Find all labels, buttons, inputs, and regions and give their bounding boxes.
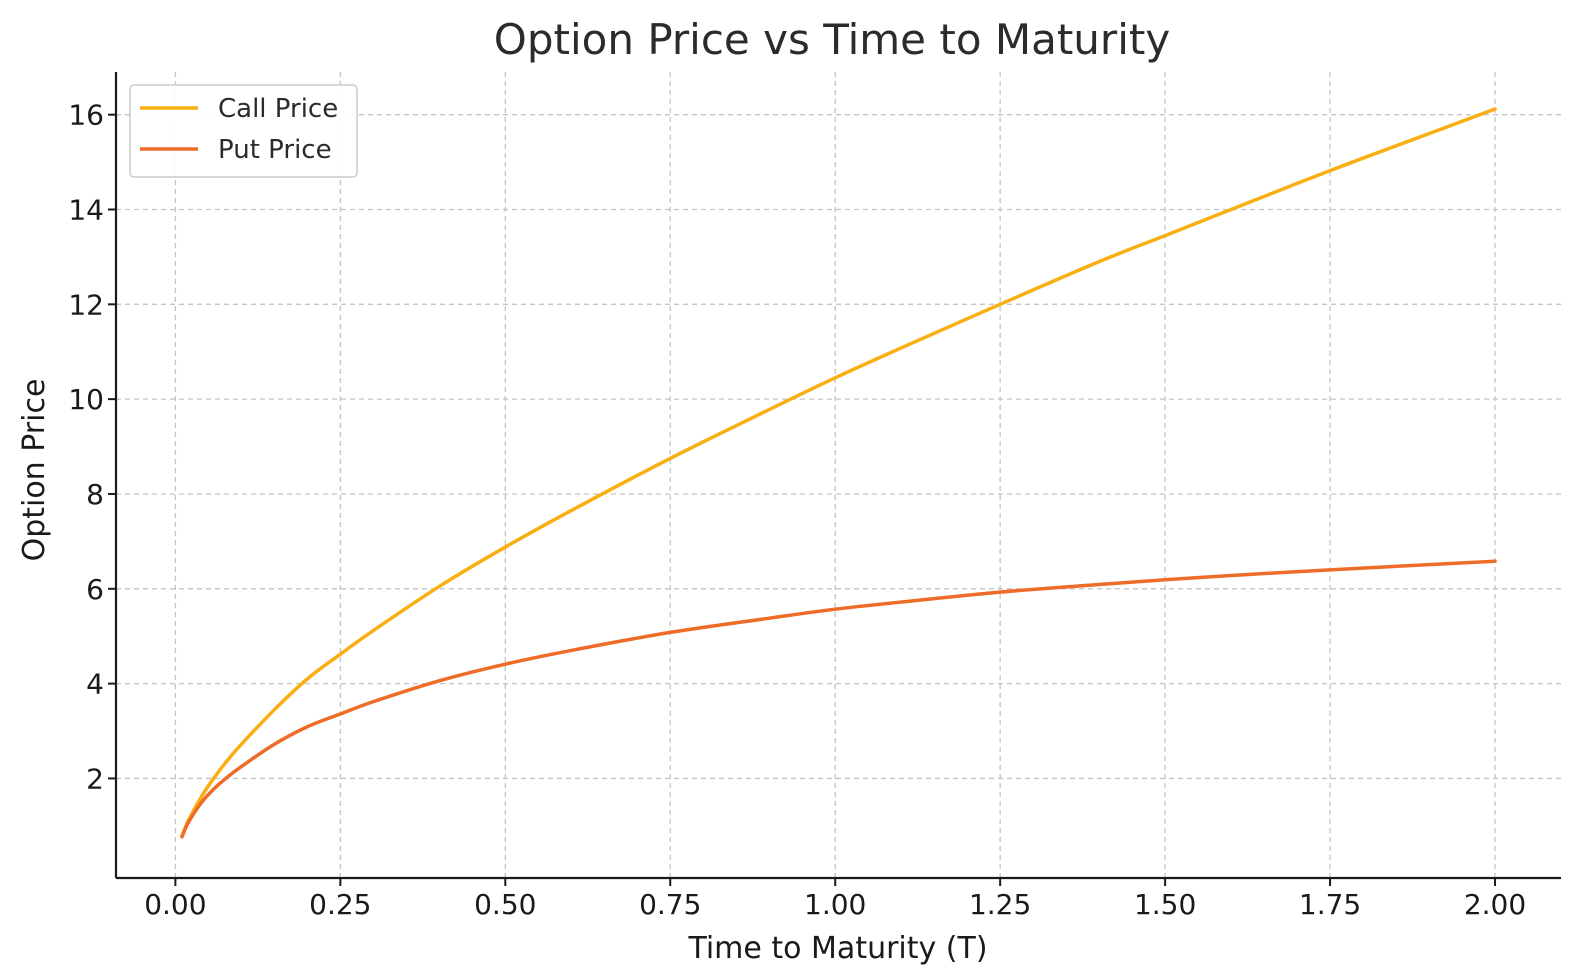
legend-label-call-price: Call Price [218, 94, 338, 124]
chart-title: Option Price vs Time to Maturity [494, 15, 1170, 64]
y-tick-label: 4 [86, 668, 104, 701]
y-tick-label: 12 [68, 288, 104, 321]
series-line-put-price [180, 559, 1497, 839]
x-tick-label: 1.75 [1299, 888, 1361, 921]
x-axis-label: Time to Maturity (T) [687, 931, 987, 966]
series-lines [180, 107, 1497, 839]
y-axis-ticks: 2 4 6 8 10 12 14 16 [68, 99, 116, 795]
x-tick-label: 1.50 [1134, 888, 1196, 921]
y-tick-label: 14 [68, 193, 104, 226]
grid-lines [116, 72, 1561, 878]
y-tick-label: 6 [86, 573, 104, 606]
y-axis-label: Option Price [17, 379, 52, 562]
y-tick-label: 2 [86, 762, 104, 795]
legend-label-put-price: Put Price [218, 135, 332, 165]
y-tick-label: 10 [68, 383, 104, 416]
x-tick-label: 0.50 [474, 888, 536, 921]
x-tick-label: 1.25 [969, 888, 1031, 921]
x-tick-label: 0.25 [309, 888, 371, 921]
x-tick-label: 2.00 [1464, 888, 1526, 921]
x-tick-label: 0.00 [144, 888, 206, 921]
y-tick-label: 16 [68, 99, 104, 132]
legend: Call Price Put Price [129, 84, 358, 178]
x-axis-ticks: 0.00 0.25 0.50 0.75 1.00 1.25 1.50 1.75 2.00 [144, 878, 1526, 921]
series-line-call-price [180, 107, 1497, 839]
y-tick-label: 8 [86, 478, 104, 511]
x-tick-label: 1.00 [804, 888, 866, 921]
axes [114, 72, 1561, 880]
x-tick-label: 0.75 [639, 888, 701, 921]
